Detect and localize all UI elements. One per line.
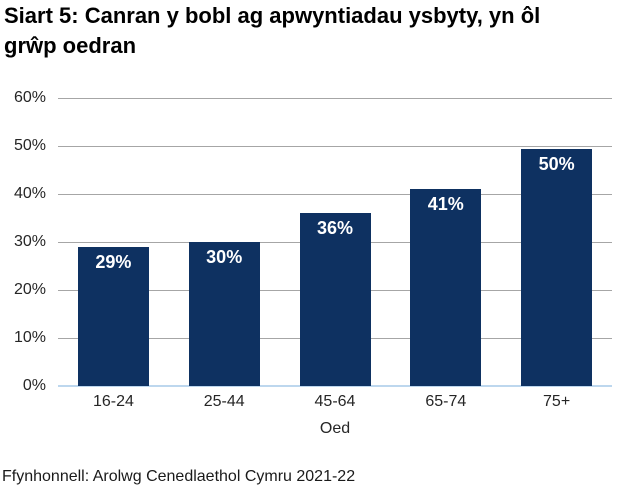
x-axis-label: 65-74	[425, 393, 467, 410]
bar: 50%	[521, 148, 593, 386]
x-axis-title: Oed	[319, 420, 351, 437]
y-axis-label: 40%	[13, 185, 46, 202]
chart-title-line-2: grŵp oedran	[4, 33, 137, 58]
bar-value-label: 30%	[206, 247, 243, 267]
bar: 30%	[188, 242, 260, 386]
chart-title-line-1: Siart 5: Canran y bobl ag apwyntiadau ys…	[4, 3, 541, 28]
y-axis-label: 60%	[13, 89, 46, 106]
bar-value-label: 50%	[538, 153, 575, 174]
chart-title: Siart 5: Canran y bobl ag apwyntiadau ys…	[4, 1, 604, 61]
bar: 29%	[77, 246, 149, 386]
x-axis-label: 25-44	[203, 393, 245, 410]
gridline	[58, 194, 612, 195]
gridline	[58, 98, 612, 99]
y-axis-label: 30%	[13, 233, 46, 250]
y-axis-label: 20%	[13, 281, 46, 298]
x-axis-label: 45-64	[314, 393, 356, 410]
y-axis-label: 50%	[13, 137, 46, 154]
gridline	[58, 146, 612, 147]
y-axis-label: 10%	[13, 329, 46, 346]
bar-value-label: 36%	[316, 218, 354, 239]
x-axis-baseline	[58, 385, 612, 387]
source-note: Ffynhonnell: Arolwg Cenedlaethol Cymru 2…	[2, 468, 356, 485]
x-axis-label: 16-24	[92, 393, 134, 410]
bar-value-label: 29%	[95, 251, 132, 272]
bar: 41%	[410, 189, 482, 386]
bar-value-label: 41%	[427, 194, 464, 215]
y-axis-label: 0%	[22, 377, 46, 394]
bar: 36%	[299, 213, 371, 386]
x-axis-label: 75+	[543, 393, 571, 410]
